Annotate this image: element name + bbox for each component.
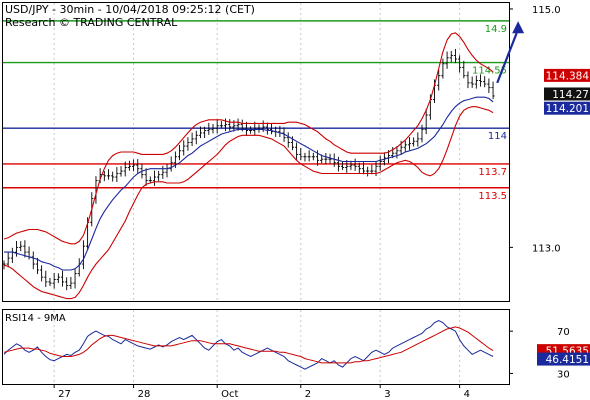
rsi-badge-rsi bbox=[537, 352, 590, 366]
x-tick-label-3: 2 bbox=[305, 389, 311, 400]
rsi-line bbox=[3, 320, 494, 370]
x-tick-label-0: 27 bbox=[58, 389, 71, 400]
moving-average-line bbox=[4, 96, 494, 271]
forecast-arrow-shaft bbox=[496, 28, 520, 84]
price-badge-lower bbox=[544, 101, 590, 115]
rsi-tick-label-0: 30 bbox=[557, 369, 570, 380]
rsi-plot-frame bbox=[2, 309, 510, 385]
forecast-arrow-head bbox=[512, 21, 525, 34]
rsi-tick-label-1: 70 bbox=[557, 327, 570, 338]
price-badge-label-last: 114.27 bbox=[552, 89, 589, 101]
forecast bbox=[496, 21, 525, 84]
price-badges: 114.384 114.27 114.201 bbox=[544, 68, 590, 115]
price-axis: 113.0 115.0 bbox=[509, 5, 561, 254]
bollinger-lower-line bbox=[3, 106, 494, 300]
price-lines bbox=[3, 32, 494, 300]
bollinger-upper-line bbox=[3, 32, 494, 245]
header-source: Research © TRADING CENTRAL bbox=[5, 16, 178, 29]
rsi-badge-label-rsi: 46.4151 bbox=[546, 354, 589, 366]
x-tick-label-1: 28 bbox=[138, 389, 151, 400]
price-badge-label-lower: 114.201 bbox=[546, 103, 589, 115]
x-tick-label-4: 3 bbox=[384, 389, 390, 400]
price-plot-frame bbox=[2, 2, 510, 302]
level-label-0: 14.9 bbox=[485, 24, 507, 35]
price-tick-label-6: 115.0 bbox=[532, 5, 561, 16]
x-tick-label-2: Oct bbox=[221, 389, 238, 400]
x-tick-label-5: 4 bbox=[464, 389, 470, 400]
level-label-2: 114 bbox=[488, 131, 507, 142]
price-badge-last bbox=[544, 87, 590, 101]
price-badge-upper bbox=[544, 68, 590, 82]
rsi-title: RSI14 - 9MA bbox=[5, 313, 66, 324]
header-title: USD/JPY - 30min - 10/04/2018 09:25:12 (C… bbox=[5, 3, 255, 16]
level-label-1: 114.55 bbox=[472, 66, 507, 77]
rsi-ma-line bbox=[3, 326, 494, 364]
price-tick-label-0: 113.0 bbox=[532, 243, 561, 254]
level-label-3: 113.7 bbox=[478, 167, 507, 178]
price-badge-label-upper: 114.384 bbox=[546, 70, 590, 82]
x-axis: 27 28 Oct 2 3 4 bbox=[53, 384, 470, 400]
level-label-4: 113.5 bbox=[478, 191, 507, 202]
